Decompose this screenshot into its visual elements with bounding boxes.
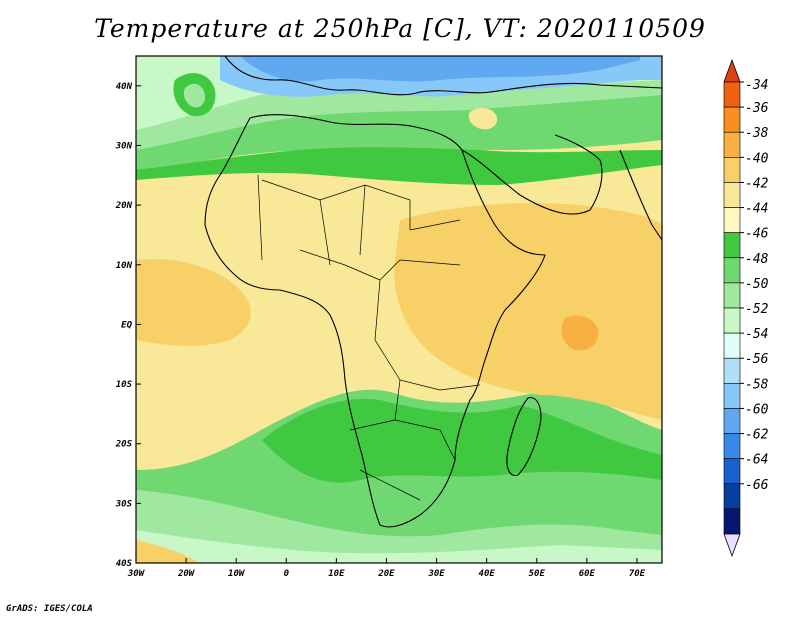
colorbar-swatch [723,332,741,359]
lat-tick-label: 20S [115,440,133,450]
chart-title: Temperature at 250hPa [C], VT: 202011050… [94,14,706,43]
credit-text: GrADS: IGES/COLA [6,604,93,614]
colorbar-label: -34 [745,78,768,93]
lon-tick-label: 70E [629,569,646,579]
lon-tick-label: 60E [579,569,596,579]
colorbar-swatch [723,106,741,133]
lon-tick-label: 40E [479,569,496,579]
madagascar-coastline [506,397,542,476]
colorbar-swatch [723,81,741,108]
map-frame [135,55,663,564]
colorbar-swatch [723,207,741,233]
colorbar-label: -38 [745,126,769,141]
colorbar-label: -54 [745,327,768,342]
lat-tick-label: 40S [116,559,133,569]
axis-ticks: 30W 20W 10W 0 10E 20E 30E 40E 50E 60E 70E 40N 30N 20N… [115,82,646,579]
colorbar-label: -62 [745,428,769,443]
colorbar-label: -52 [745,302,769,317]
field-orange-southwest [136,540,200,563]
colorbar-swatch [723,182,741,208]
field-lightblue-south [136,530,662,563]
temperature-field [136,56,662,563]
colorbar-label: -58 [745,377,769,392]
colorbar-swatch [723,257,741,284]
colorbar-swatch [723,307,741,334]
arabia-coastline [461,134,603,215]
coastlines [204,56,662,528]
colorbar-label: -66 [745,478,769,493]
lon-tick-label: 20W [177,569,196,579]
colorbar-swatch [723,232,741,259]
lat-tick-label: 40N [116,82,133,92]
colorbar-swatch [723,483,741,510]
lat-tick-label: EQ [121,320,132,330]
field-darkgreen-south [262,399,662,483]
colorbar-swatch [723,131,741,158]
colorbar-swatch [723,282,741,309]
field-darkgreen-north [136,147,662,185]
colorbar-label: -36 [745,101,769,116]
lat-tick-label: 30N [115,141,133,151]
colorbar: -34 -36 -38 -40 -42 -44 -46 -48 -50 -52 -54 -56 -58 -… [723,58,769,558]
colorbar-swatch [723,383,741,409]
lat-tick-label: 30S [115,499,133,509]
country-borders [257,174,481,501]
colorbar-label: -50 [745,277,769,292]
colorbar-label: -44 [745,202,768,217]
lat-tick-label: 10N [116,261,133,271]
colorbar-label: -64 [745,453,768,468]
border-line [257,174,481,501]
lon-tick-label: 30W [127,569,146,579]
colorbar-bottom-arrow [723,533,741,558]
field-warm-central [394,203,662,420]
colorbar-label: -46 [745,227,769,242]
india-coastline [619,149,662,241]
europe-coastline [224,56,662,96]
lon-tick-label: 10W [228,569,246,579]
colorbar-swatch [723,408,741,434]
colorbar-swatch [723,458,741,485]
colorbar-label: -40 [745,151,769,166]
colorbar-top-arrow [723,58,741,83]
lat-tick-label: 10S [116,380,133,390]
colorbar-label: -60 [745,402,769,417]
lon-tick-label: 20E [377,569,395,579]
colorbar-label: -48 [745,252,769,267]
lon-tick-label: 10E [328,569,345,579]
field-warm-west [136,259,251,346]
africa-coastline [204,114,546,528]
field-lightgreen-south [136,490,662,563]
lat-tick-label: 20N [115,201,133,211]
field-deepblue-north [240,56,640,82]
colorbar-swatch [723,508,741,535]
colorbar-label: -56 [745,352,769,367]
colorbar-label: -42 [745,176,769,191]
lon-tick-label: 50E [529,569,546,579]
field-lightgreen-nw [183,83,206,108]
field-yellow-mideast [468,108,498,130]
lon-tick-label: 0 [284,569,290,579]
field-orange-spot [561,315,599,351]
lon-tick-label: 30E [427,569,445,579]
colorbar-swatch [723,433,741,459]
colorbar-swatch [723,157,741,183]
colorbar-swatch [723,357,741,384]
